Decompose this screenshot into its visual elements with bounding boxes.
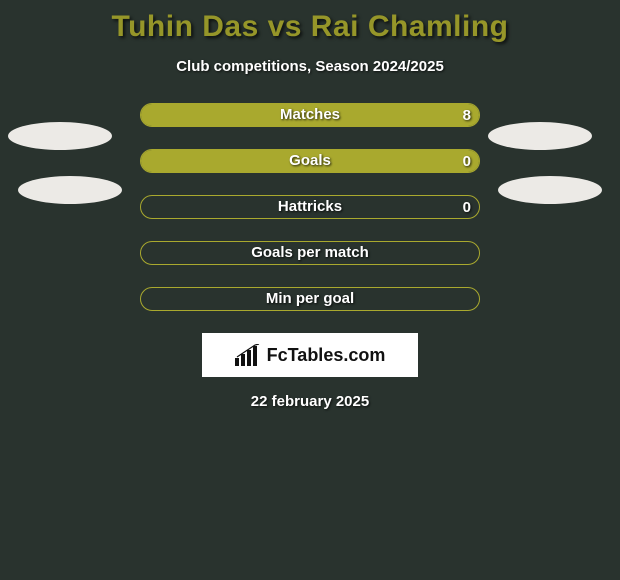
bar-track [140,241,480,265]
date-label: 22 february 2025 [0,393,620,410]
bars-icon [235,344,261,366]
avatar-p1-row1 [8,122,112,150]
bar-track [140,287,480,311]
bar-track: 8 [140,103,480,127]
avatar-p2-row1 [488,122,592,150]
bar-track: 0 [140,195,480,219]
value-p2: 0 [463,196,471,219]
bar-fill-p2 [141,104,479,126]
avatar-p2-row2 [498,176,602,204]
page-title: Tuhin Das vs Rai Chamling [0,0,620,44]
stat-row-goals: 0 Goals [0,149,620,173]
avatar-p1-row2 [18,176,122,204]
stat-row-min-per-goal: Min per goal [0,287,620,311]
bar-fill-p1 [141,150,310,172]
brand-logo-box: FcTables.com [202,333,418,377]
brand-name: FcTables.com [267,345,386,366]
stat-row-goals-per-match: Goals per match [0,241,620,265]
bar-track: 0 [140,149,480,173]
subtitle: Club competitions, Season 2024/2025 [0,58,620,75]
bar-fill-p2 [310,150,479,172]
